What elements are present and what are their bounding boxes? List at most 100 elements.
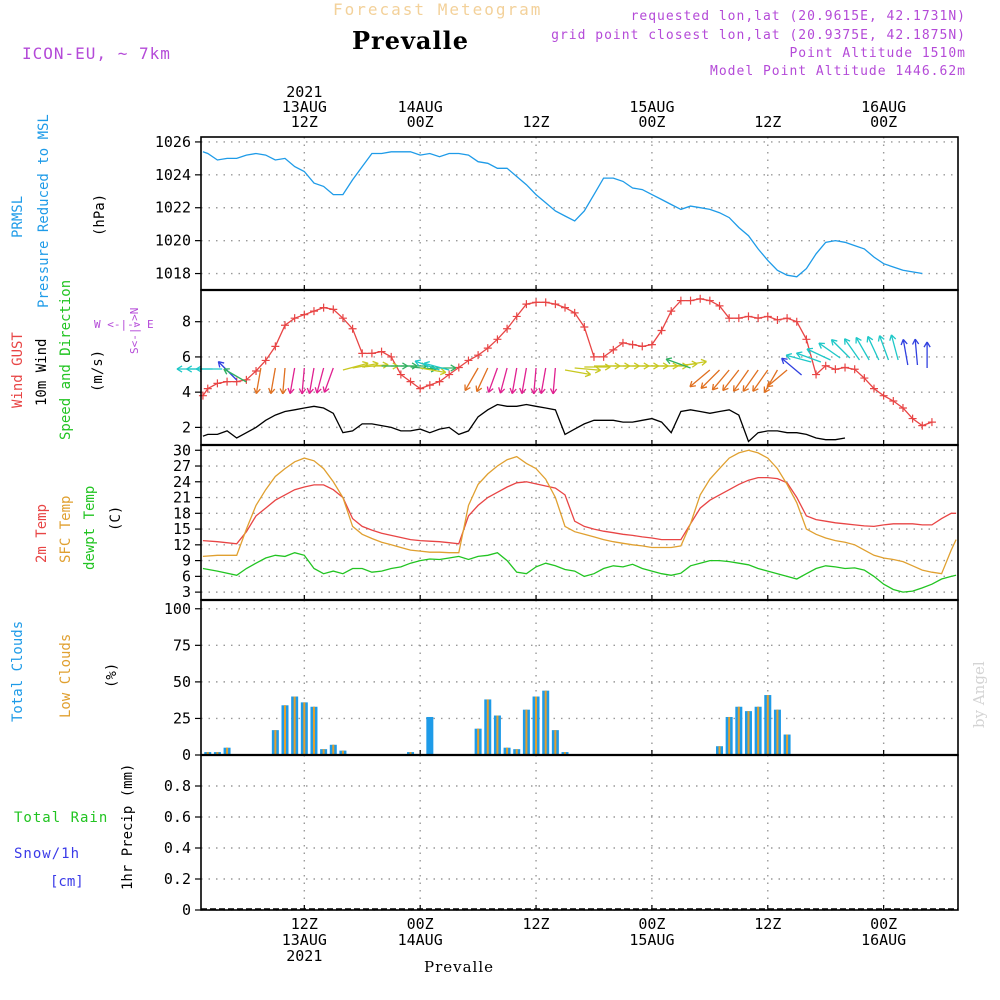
low-cloud-bar [303,702,306,755]
y-tick-label: 27 [173,457,191,475]
time-label-top: 00Z [870,113,897,131]
wind-gust-point [869,384,878,393]
wind-arrow-head [186,365,193,373]
wind-arrow-head [732,385,740,392]
wind-arrow [423,362,450,371]
wind-arrow-head [279,388,287,395]
time-label-bottom: 14AUG [398,931,443,949]
low-cloud-bar [332,744,335,755]
y-tick-label: 21 [173,489,191,507]
wind-arrow [223,368,247,383]
wind-arrow-head [700,358,707,366]
wind-arrow-head [722,384,729,392]
wind-gust-point [261,356,270,365]
wind-arrow [308,367,315,394]
t2m-line [202,476,957,545]
wind-arrow [689,369,711,388]
wind-arrow-head [806,347,814,355]
wind-arrow-head [781,357,788,365]
wind-gust-point [599,352,608,361]
wind-arrow [890,334,899,361]
model-label: ICON-EU, ~ 7km [22,44,171,63]
wind-gust-point [715,301,724,310]
wind-gust-point [223,377,232,386]
wind-arrow [521,367,528,394]
wind-gust-point [802,335,811,344]
wind-gust-point [773,315,782,324]
time-label-bottom: 2021 [286,947,322,965]
wind-gust-point [696,294,705,303]
wind-gust-point [908,414,917,423]
time-label-top: 12Z [754,113,781,131]
low-cloud-bar [486,699,489,755]
wind-arrow [316,367,325,394]
wind-arrow [831,339,851,359]
chart-title: Prevalle [352,26,469,55]
wind-gust-point [338,314,347,323]
wind-arrow-head [414,359,422,367]
low-cloud-bar [216,752,219,755]
wind-gust-point [406,377,415,386]
wind-compass-we: W <-|-> E [94,318,154,331]
y-tick-label: 0.2 [164,870,191,888]
wind-arrow [785,354,812,363]
wind10-line [202,403,846,443]
wind-gust-point [841,363,850,372]
wind-arrow-head [911,338,920,345]
wind-gust-point [396,370,405,379]
wind-gust-point [290,314,299,323]
wind-gust-point [522,300,531,309]
y-tick-label: 3 [182,583,191,601]
wind-gust-point [763,312,772,321]
wind-gust-point [425,381,434,390]
wind-gust-point [213,379,222,388]
wind-arrow-head [464,384,471,392]
low-cloud-bar [409,752,412,755]
info-gridpoint: grid point closest lon,lat (20.9375E, 42… [551,28,966,43]
wind-arrow [855,337,870,361]
low-cloud-bar [737,706,740,755]
wind-gust-point [309,307,318,316]
wind-arrow-head [519,387,527,395]
wind-arrow [289,367,296,394]
wind-gust-point [609,345,618,354]
wind-gust-point [725,314,734,323]
wind-arrow [564,369,591,376]
wind-arrow-head [223,368,230,375]
panel-frame [200,136,959,291]
wind-arrow [476,367,489,392]
wind-arrow-head [877,335,885,342]
wind-arrow [806,348,831,361]
info-altitude: Point Altitude 1510m [789,46,966,61]
wind-gust-point [367,349,376,358]
wind-arrow [796,352,822,363]
wind-gust-point [281,321,290,330]
low-cloud-bar [312,706,315,755]
wind-gust-point [377,347,386,356]
wind-arrow [722,369,740,391]
wind-arrow [902,339,909,366]
wind-gust-point [927,418,936,427]
wind-gust-point [474,351,483,360]
wind-arrow [878,335,890,361]
low-cloud-bar [747,711,750,755]
wind-gust-point [705,296,714,305]
low-cloud-bar [544,690,547,755]
wind-arrow-head [217,360,225,368]
wind-gust-point [860,374,869,383]
wind-gust-point [348,324,357,333]
y-tick-label: 0 [182,746,191,764]
wind-gust-point [198,391,207,400]
y-tick-label: 6 [182,567,191,585]
time-label-top: 15AUG [629,98,674,116]
wind-gust-point [416,384,425,393]
chart-subtitle: Forecast Meteogram [333,0,543,19]
wind-arrow-head [306,387,314,395]
info-model-altitude: Model Point Altitude 1446.62m [710,64,966,79]
wind-arrow-head [509,387,517,395]
time-label-top: 00Z [638,113,665,131]
wind-gust-point [483,344,492,353]
wind-arrow [742,369,759,392]
y-tick-label: 25 [173,709,191,727]
